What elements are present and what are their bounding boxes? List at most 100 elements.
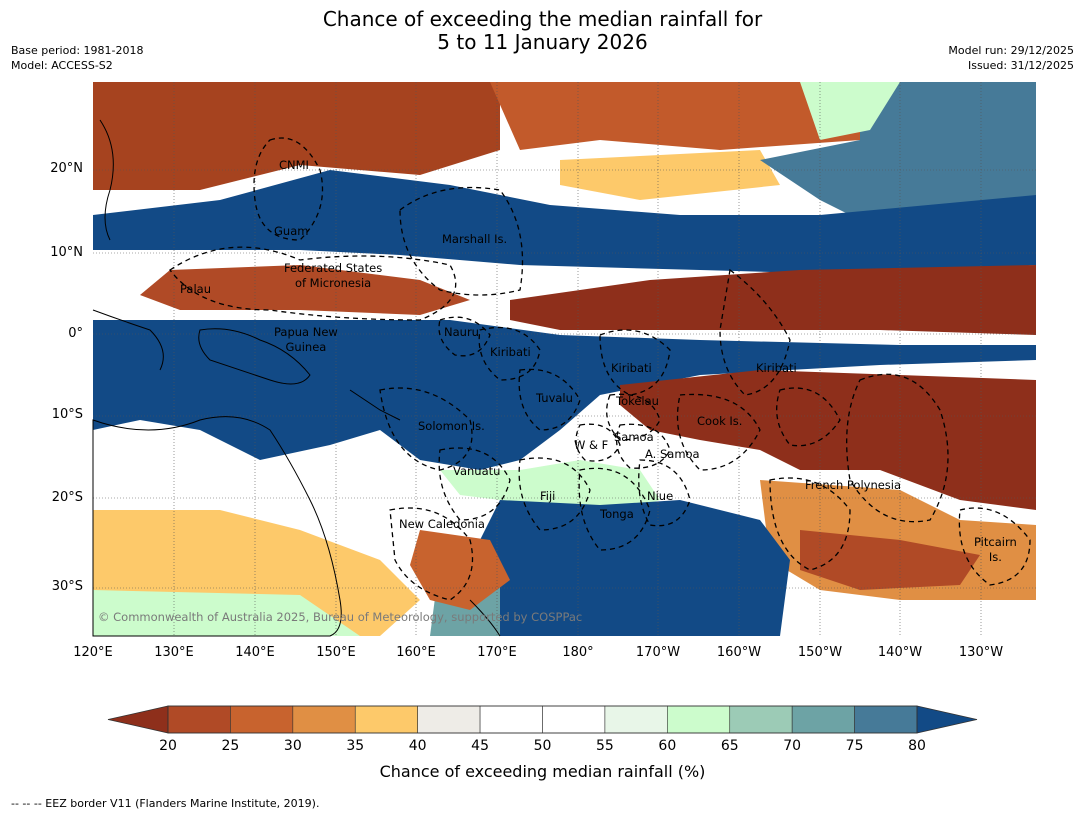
colorbar-label: Chance of exceeding median rainfall (%) — [379, 762, 706, 781]
lon-label-150e: 150°E — [316, 645, 356, 660]
place-kiribati-central: Kiribati — [611, 361, 652, 375]
place-kiribati-east: Kiribati — [756, 361, 797, 375]
copyright-notice: © Commonwealth of Australia 2025, Bureau… — [98, 610, 583, 624]
title-line-1: Chance of exceeding the median rainfall … — [322, 7, 763, 31]
map-field — [93, 82, 1036, 636]
base-period: Base period: 1981-2018 — [11, 44, 144, 57]
place-pitcairn: Pitcairn Is. — [974, 535, 1017, 564]
model-run: Model run: 29/12/2025 — [948, 44, 1074, 57]
lon-label-130w: 130°W — [958, 645, 1004, 660]
gridlines — [93, 82, 1036, 636]
colorbar-tick-20: 20 — [159, 738, 177, 754]
map-title: Chance of exceeding the median rainfall … — [0, 8, 1085, 54]
colorbar-tick-70: 70 — [783, 738, 802, 754]
region-sw-green — [93, 590, 360, 636]
place-new-caledonia: New Caledonia — [399, 517, 485, 531]
coast-indonesia — [92, 309, 164, 371]
place-marshall: Marshall Is. — [442, 232, 508, 246]
lat-label-20n: 20°N — [50, 161, 83, 176]
lat-label-20s: 20°S — [51, 490, 83, 505]
place-nauru: Nauru — [444, 325, 479, 339]
place-cnmi: CNMI — [279, 158, 309, 172]
region-south-red — [800, 530, 980, 590]
title-line-2: 5 to 11 January 2026 — [437, 30, 648, 54]
region-ne-green — [800, 82, 900, 140]
lon-label-130e: 130°E — [154, 645, 194, 660]
place-palau: Palau — [180, 282, 211, 296]
lon-label-150w: 150°W — [797, 645, 843, 660]
colorbar-segment-20 — [167, 705, 231, 734]
colorbar-extend-low — [107, 705, 169, 734]
region-north-tan — [560, 150, 780, 200]
coast-australia — [92, 416, 342, 637]
colorbar-segment-45 — [479, 705, 543, 734]
lon-label-180: 180° — [562, 645, 594, 660]
lon-label-170e: 170°E — [477, 645, 517, 660]
region-itcz-wet — [93, 170, 1036, 275]
colorbar-segment-30 — [292, 705, 356, 734]
place-american-samoa: A. Samoa — [645, 447, 700, 461]
place-fiji: Fiji — [540, 489, 556, 503]
lon-label-140w: 140°W — [877, 645, 923, 660]
place-niue: Niue — [647, 489, 674, 503]
place-cook: Cook Is. — [697, 414, 743, 428]
region-south-wet — [470, 500, 790, 636]
colorbar-segment-70 — [791, 705, 855, 734]
lon-label-160w: 160°W — [716, 645, 762, 660]
colorbar-tick-65: 65 — [720, 738, 739, 754]
place-french-polynesia: French Polynesia — [805, 478, 902, 492]
colorbar-tick-75: 75 — [845, 738, 864, 754]
meta-right: Model run: 29/12/2025 Issued: 31/12/2025 — [948, 43, 1074, 73]
lon-label-140e: 140°E — [235, 645, 275, 660]
coast-nz — [469, 599, 501, 637]
region-south-east-dry — [620, 370, 1036, 510]
lon-label-120e: 120°E — [73, 645, 113, 660]
lon-label-170w: 170°W — [635, 645, 681, 660]
meta-left: Base period: 1981-2018 Model: ACCESS-S2 — [11, 43, 143, 73]
region-north-dry — [93, 82, 500, 190]
region-central-wet — [93, 320, 1036, 470]
place-tokelau: Tokelau — [616, 394, 659, 408]
coast-solomons — [349, 389, 401, 421]
coast-png — [198, 328, 311, 385]
region-east-dry — [510, 265, 1036, 335]
place-guam: Guam — [274, 224, 309, 238]
place-vanuatu: Vanuatu — [453, 464, 501, 478]
eez-footnote: -- -- -- EEZ border V11 (Flanders Marine… — [11, 797, 320, 810]
colorbar-segment-25 — [230, 705, 294, 734]
colorbar-tick-60: 60 — [658, 738, 677, 754]
colorbar-tick-50: 50 — [533, 738, 552, 754]
colorbar-tick-35: 35 — [346, 738, 365, 754]
eez-borders — [169, 137, 1031, 601]
colorbar-tick-80: 80 — [908, 738, 926, 754]
colorbar-segment-75 — [854, 705, 918, 734]
region-north-dry-east — [490, 82, 900, 150]
place-kiribati-west: Kiribati — [490, 345, 531, 359]
colorbar-segment-50 — [542, 705, 606, 734]
colorbar-tick-40: 40 — [408, 738, 427, 754]
place-samoa: Samoa — [614, 430, 654, 444]
colorbar-segments — [107, 705, 978, 734]
colorbar-tick-30: 30 — [283, 738, 302, 754]
colorbar-segment-55 — [604, 705, 668, 734]
region-sw-orange — [410, 530, 510, 610]
coast-philippines — [99, 119, 114, 241]
lat-label-10s: 10°S — [51, 407, 83, 422]
region-equator-dry — [140, 265, 470, 315]
colorbar-segment-65 — [729, 705, 793, 734]
place-png: Papua New Guinea — [274, 325, 338, 354]
lat-label-10n: 10°N — [50, 245, 83, 260]
colorbar-segment-35 — [354, 705, 418, 734]
model-name: Model: ACCESS-S2 — [11, 59, 113, 72]
place-tonga: Tonga — [600, 507, 634, 521]
place-wallis-futuna: W & F — [574, 438, 609, 452]
colorbar-segment-60 — [667, 705, 731, 734]
colorbar-tick-45: 45 — [471, 738, 489, 754]
coastlines — [92, 119, 501, 637]
place-fsm: Federated States of Micronesia — [284, 261, 383, 290]
lat-label-0: 0° — [68, 326, 83, 341]
place-solomon: Solomon Is. — [418, 419, 485, 433]
colorbar-segment-40 — [417, 705, 481, 734]
